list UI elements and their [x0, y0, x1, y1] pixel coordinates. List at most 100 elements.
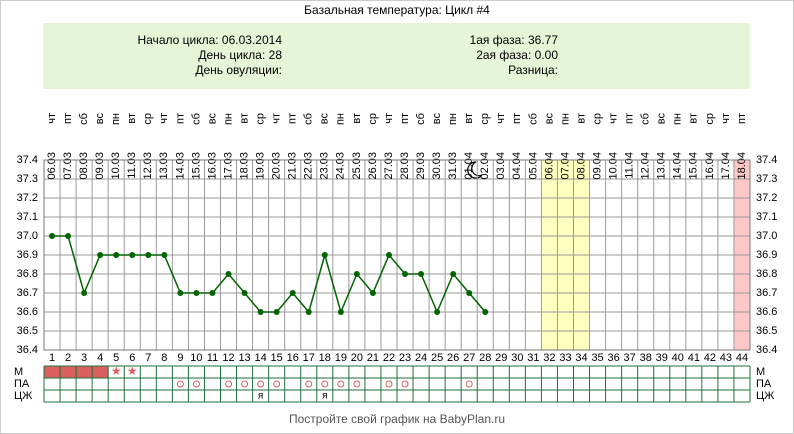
chart-title: Базальная температура: Цикл #4 — [304, 3, 490, 17]
date-label: 16.04 — [704, 152, 716, 180]
day-label: 2 — [65, 352, 71, 364]
day-label: 44 — [736, 352, 748, 364]
y2-tick-label: 37.2 — [756, 192, 777, 204]
day-label: 41 — [688, 352, 700, 364]
y-tick-label: 36.5 — [17, 325, 38, 337]
circle-mark — [401, 380, 409, 388]
day-label: 36 — [607, 352, 619, 364]
date-label: 16.03 — [206, 152, 218, 180]
date-label: 03.04 — [495, 152, 507, 180]
temperature-point — [161, 252, 168, 258]
date-label: 15.04 — [688, 152, 700, 180]
day-label: 33 — [559, 352, 571, 364]
date-label: 17.04 — [720, 152, 732, 180]
temperature-point — [385, 252, 392, 258]
temperature-point — [305, 309, 312, 315]
date-label: 29.03 — [415, 152, 427, 180]
temperature-point — [418, 271, 425, 277]
info-left: День овуляции: — [195, 63, 282, 77]
day-label: 37 — [624, 352, 636, 364]
date-label: 10.03 — [110, 152, 122, 180]
weekday-label: вт — [238, 113, 250, 124]
day-label: 28 — [479, 352, 491, 364]
text-mark: я — [322, 391, 327, 402]
day-label: 17 — [303, 352, 315, 364]
y2-tick-label: 37.3 — [756, 173, 777, 185]
y-tick-label: 36.4 — [17, 344, 38, 356]
row-label: ПА — [14, 378, 30, 390]
day-label: 23 — [399, 352, 411, 364]
temperature-point — [257, 309, 264, 315]
weekday-label: сб — [303, 113, 315, 125]
day-label: 1 — [49, 352, 55, 364]
circle-mark — [225, 380, 233, 388]
day-label: 9 — [177, 352, 183, 364]
weekday-label: ср — [704, 113, 716, 125]
day-label: 35 — [591, 352, 603, 364]
weekday-label: вт — [463, 113, 475, 124]
weekday-label: вс — [543, 113, 555, 125]
info-right: 2ая фаза: 0.00 — [476, 48, 558, 62]
weekday-label: пн — [559, 113, 571, 125]
row-label: ЦЖ — [14, 390, 32, 402]
y2-tick-label: 37.0 — [756, 230, 777, 242]
day-label: 12 — [222, 352, 234, 364]
date-label: 10.04 — [608, 152, 620, 180]
date-label: 15.03 — [190, 152, 202, 180]
circle-mark — [353, 380, 361, 388]
circle-mark — [257, 380, 265, 388]
temperature-point — [482, 309, 489, 315]
day-label: 26 — [447, 352, 459, 364]
moon-icon — [467, 161, 483, 179]
day-label: 3 — [81, 352, 87, 364]
temperature-point — [209, 290, 216, 296]
weekday-label: вт — [351, 113, 363, 124]
day-label: 13 — [238, 352, 250, 364]
date-label: 12.04 — [640, 152, 652, 180]
day-label: 40 — [672, 352, 684, 364]
y-tick-label: 37.2 — [17, 192, 38, 204]
day-label: 21 — [367, 352, 379, 364]
temperature-point — [289, 290, 296, 296]
star-mark: ★ — [111, 364, 122, 378]
weekday-label: ср — [142, 113, 154, 125]
temperature-point — [81, 290, 88, 296]
period-cell — [92, 366, 109, 378]
row-label-right: ЦЖ — [756, 390, 774, 402]
weekday-label: пт — [511, 113, 523, 124]
weekday-label: пт — [399, 113, 411, 124]
date-label: 09.03 — [94, 152, 106, 180]
temperature-point — [321, 252, 328, 258]
date-label: 09.04 — [591, 152, 603, 180]
date-label: 30.03 — [431, 152, 443, 180]
circle-mark — [241, 380, 249, 388]
y2-tick-label: 36.4 — [756, 344, 777, 356]
y-tick-label: 37.0 — [17, 230, 38, 242]
circle-mark — [321, 380, 329, 388]
weekday-label: пт — [736, 113, 748, 124]
date-label: 18.04 — [736, 152, 748, 180]
weekday-label: пн — [335, 113, 347, 125]
row-label-right: ПА — [756, 378, 772, 390]
period-cell — [60, 366, 77, 378]
weekday-label: ср — [255, 113, 267, 125]
temperature-point — [225, 271, 232, 277]
date-label: 08.03 — [78, 152, 90, 180]
info-box — [43, 23, 750, 89]
circle-mark — [273, 380, 281, 388]
date-label: 28.03 — [399, 152, 411, 180]
temperature-line — [52, 235, 486, 315]
circle-mark — [465, 380, 473, 388]
date-label: 22.03 — [303, 152, 315, 180]
y-tick-label: 37.4 — [17, 154, 38, 166]
row-label: М — [14, 366, 23, 378]
date-label: 07.04 — [559, 152, 571, 180]
date-label: 11.04 — [624, 152, 636, 179]
date-label: 23.03 — [319, 152, 331, 180]
y-tick-label: 36.8 — [17, 268, 38, 280]
weekday-label: пн — [222, 113, 234, 125]
circle-mark — [192, 380, 200, 388]
temperature-point — [450, 271, 457, 277]
temperature-point — [49, 233, 56, 239]
temperature-point — [145, 252, 152, 258]
